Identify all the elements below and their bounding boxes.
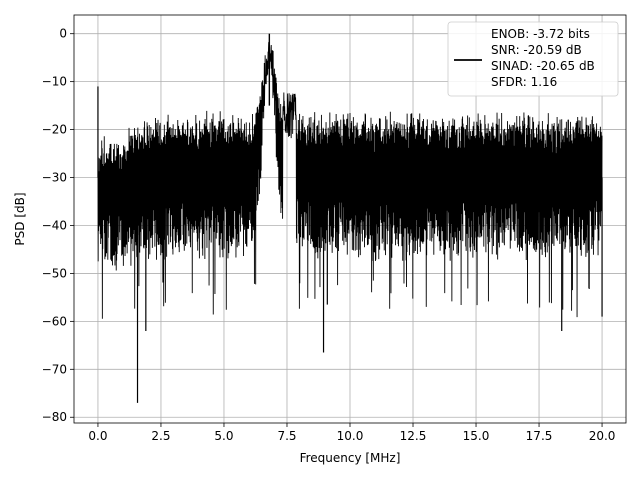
- x-tick-label: 20.0: [589, 429, 616, 443]
- psd-trace: [97, 33, 603, 403]
- y-tick-label: −10: [42, 75, 67, 89]
- x-tick-label: 12.5: [400, 429, 427, 443]
- x-tick-label: 7.5: [277, 429, 296, 443]
- y-tick-label: −50: [42, 266, 67, 280]
- y-tick-label: −30: [42, 171, 67, 185]
- legend-entry-snr: SNR: -20.59 dB: [491, 43, 582, 57]
- y-tick-label: 0: [59, 27, 67, 41]
- x-tick-label: 17.5: [526, 429, 553, 443]
- y-tick-label: −70: [42, 362, 67, 376]
- x-tick-label: 5.0: [214, 429, 233, 443]
- legend-box: [447, 21, 619, 97]
- legend: ENOB: -3.72 bits SNR: -20.59 dB SINAD: -…: [447, 21, 619, 97]
- x-axis-label: Frequency [MHz]: [300, 451, 401, 465]
- x-tick-label: 10.0: [337, 429, 364, 443]
- y-tick-label: −80: [42, 410, 67, 424]
- x-tick-label: 2.5: [151, 429, 170, 443]
- psd-trace-line: [97, 41, 603, 319]
- legend-entry-sinad: SINAD: -20.65 dB: [491, 59, 595, 73]
- x-tick-label: 15.0: [463, 429, 490, 443]
- y-tick-label: −20: [42, 123, 67, 137]
- y-tick-label: −60: [42, 314, 67, 328]
- axis-ticks: 0.0 2.5 5.0 7.5 10.0 12.5 15.0 17.5 20.0 0 −10 −20 −…: [42, 27, 616, 443]
- y-tick-label: −40: [42, 218, 67, 232]
- x-tick-label: 0.0: [88, 429, 107, 443]
- legend-entry-sfdr: SFDR: 1.16: [491, 75, 557, 89]
- legend-entry-enob: ENOB: -3.72 bits: [491, 27, 590, 41]
- y-axis-label: PSD [dB]: [13, 192, 27, 245]
